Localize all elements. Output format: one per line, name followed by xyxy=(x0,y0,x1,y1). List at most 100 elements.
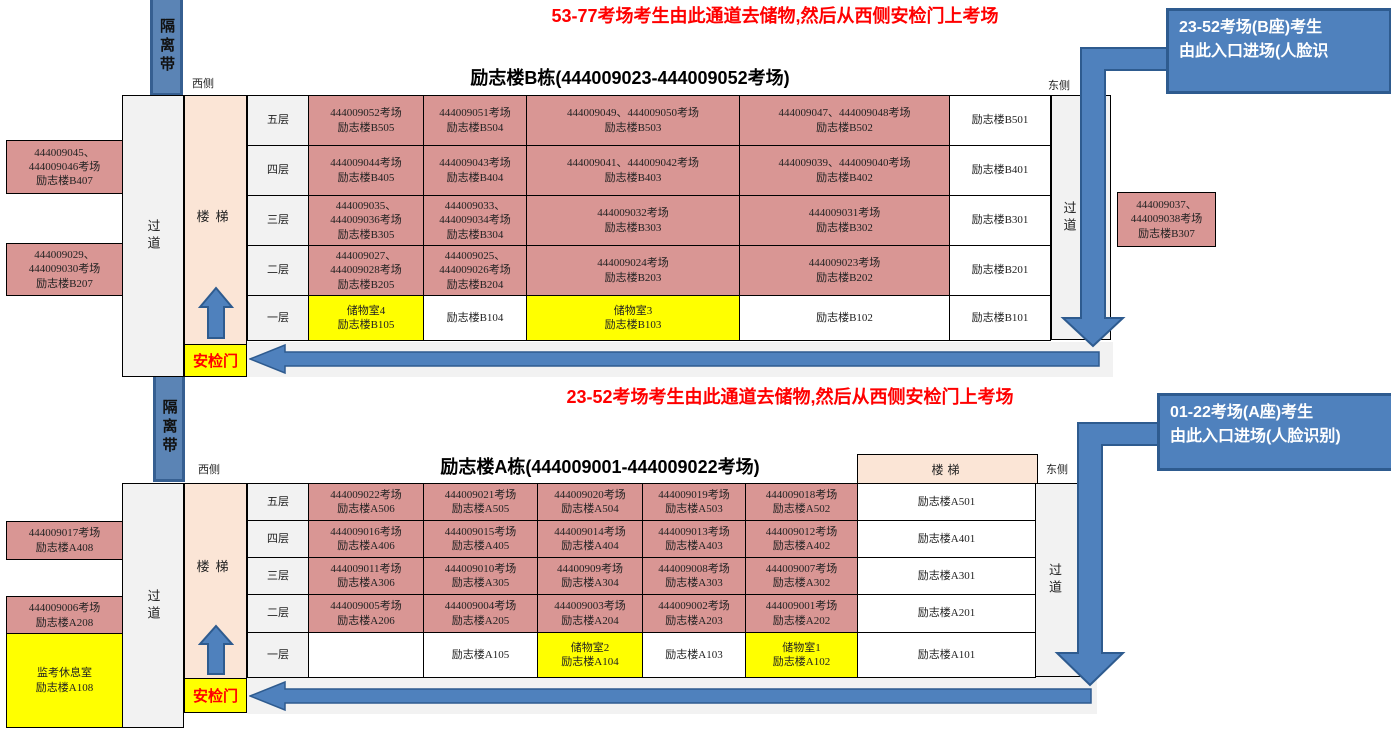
room-cell-line: 444009049、444009050考场 xyxy=(567,107,699,120)
room-cell: 444009004考场 励志楼A205 xyxy=(424,595,537,632)
room-cell-line: 444009020考场 xyxy=(554,488,626,501)
room-cell-line: 444009018考场 xyxy=(765,488,838,501)
room-cell: 444009019考场 励志楼A503 xyxy=(643,484,745,520)
stairs-label-a: 楼梯 xyxy=(196,559,235,574)
room-cell: 励志楼A501 xyxy=(858,484,1035,520)
room-cell-line: 444009028考场 xyxy=(330,264,402,277)
room-box-line: 444009006考场 xyxy=(28,602,101,615)
floor-label: 五层 xyxy=(248,484,308,520)
room-cell-line: 444009034考场 xyxy=(439,214,511,227)
room-cell: 储物室3 励志楼B103 xyxy=(527,296,739,340)
room-cell-line: 励志楼A403 xyxy=(665,540,723,552)
room-cell-line: 444009003考场 xyxy=(554,600,626,613)
room-cell-line: 励志楼B402 xyxy=(816,171,873,184)
room-cell-line: 励志楼B302 xyxy=(816,221,873,234)
security-gate-a: 安检门 xyxy=(184,678,247,713)
room-cell: 444009020考场 励志楼A504 xyxy=(538,484,642,520)
room-cell-line: 444009041、444009042考场 xyxy=(567,157,699,170)
room-cell: 励志楼A101 xyxy=(858,633,1035,677)
room-cell-line: 444009007考场 xyxy=(765,562,838,575)
room-cell-line: 励志楼B204 xyxy=(446,278,504,291)
route-arrow-left-b xyxy=(249,343,1100,375)
room-cell-line: 励志楼B203 xyxy=(604,271,662,284)
room-cell-line: 励志楼A101 xyxy=(917,648,976,661)
room-box-b407: 444009045、 444009046考场 励志楼B407 xyxy=(6,140,123,194)
room-cell: 444009052考场 励志楼B505 xyxy=(309,96,423,145)
room-cell: 储物室4 励志楼B105 xyxy=(309,296,423,340)
room-cell-line: 励志楼A402 xyxy=(772,540,831,552)
room-box-line: 444009029、 xyxy=(34,249,95,262)
room-cell-line: 444009008考场 xyxy=(658,562,730,575)
callout-line: 23-52考场(B座)考生 xyxy=(1179,19,1323,36)
room-cell-line: 励志楼A404 xyxy=(561,540,619,552)
room-cell-line: 励志楼A201 xyxy=(917,607,976,620)
room-cell: 励志楼A201 xyxy=(858,595,1035,632)
room-cell-line: 444009036考场 xyxy=(330,214,402,227)
room-cell-line: 励志楼B502 xyxy=(816,121,873,134)
room-box-line: 励志楼A108 xyxy=(35,681,94,694)
room-cell-line: 励志楼B103 xyxy=(604,319,662,331)
room-cell-line: 励志楼B303 xyxy=(604,221,662,234)
room-cell: 444009047、444009048考场 励志楼B502 xyxy=(740,96,949,145)
room-cell: 444009015考场 励志楼A405 xyxy=(424,521,537,557)
room-cell: 励志楼B501 xyxy=(950,96,1050,145)
route-note-top: 53-77考场考生由此通道去储物,然后从西侧安检门上考场 xyxy=(551,6,999,26)
room-cell-line: 励志楼B202 xyxy=(816,271,873,284)
room-box-b207: 444009029、 444009030考场 励志楼B207 xyxy=(6,243,123,296)
building-b-title: 励志楼B栋(444009023-444009052考场) xyxy=(470,68,790,88)
room-cell-line: 444009005考场 xyxy=(330,600,402,613)
room-cell: 444009018考场 励志楼A502 xyxy=(746,484,857,520)
room-cell-line: 储物室4 xyxy=(346,304,386,317)
barrier-strip-top: 隔离带 xyxy=(150,0,183,96)
room-cell: 44400909考场 励志楼A304 xyxy=(538,558,642,594)
room-cell-line: 励志楼A206 xyxy=(337,614,395,627)
room-cell xyxy=(309,633,423,677)
room-cell-line: 励志楼B503 xyxy=(604,121,662,134)
floor-label: 一层 xyxy=(248,633,308,677)
corridor-left-a: 过道 xyxy=(122,483,184,728)
room-cell-line: 444009014考场 xyxy=(554,525,626,538)
room-cell: 444009011考场 励志楼A306 xyxy=(309,558,423,594)
room-cell-line: 444009015考场 xyxy=(444,525,517,538)
route-note-middle: 23-52考场考生由此通道去储物,然后从西侧安检门上考场 xyxy=(566,387,1014,407)
room-cell-line: 励志楼A406 xyxy=(337,540,395,552)
room-cell-line: 444009051考场 xyxy=(439,107,511,120)
up-arrow-icon-a xyxy=(198,624,234,675)
room-cell-line: 444009039、444009040考场 xyxy=(778,157,911,170)
room-cell-line: 444009026考场 xyxy=(439,264,511,277)
room-cell-line: 励志楼B104 xyxy=(446,311,504,324)
room-cell: 444009007考场 励志楼A302 xyxy=(746,558,857,594)
floor-label: 三层 xyxy=(248,196,308,245)
room-cell-line: 励志楼A301 xyxy=(917,569,976,582)
up-arrow-icon-b xyxy=(198,286,234,339)
room-cell: 励志楼A301 xyxy=(858,558,1035,594)
room-cell-line: 励志楼A202 xyxy=(772,614,831,627)
floor-label: 五层 xyxy=(248,96,308,145)
barrier-strip-middle: 隔离带 xyxy=(153,373,185,482)
stairs-label-b: 楼梯 xyxy=(196,209,235,224)
room-cell-line: 444009027、 xyxy=(335,250,397,263)
room-cell: 444009016考场 励志楼A406 xyxy=(309,521,423,557)
room-cell: 444009043考场 励志楼B404 xyxy=(424,146,526,195)
room-cell-line: 励志楼B501 xyxy=(971,114,1029,127)
room-cell-line: 444009033、 xyxy=(444,200,506,213)
room-cell-line: 励志楼A501 xyxy=(917,495,976,508)
room-cell: 储物室2 励志楼A104 xyxy=(538,633,642,677)
callout-line: 由此入口进场(人脸识别) xyxy=(1170,428,1341,445)
room-cell: 444009032考场 励志楼B303 xyxy=(527,196,739,245)
room-cell: 444009041、444009042考场 励志楼B403 xyxy=(527,146,739,195)
room-cell: 444009003考场 励志楼A204 xyxy=(538,595,642,632)
room-box-line: 励志楼B207 xyxy=(36,277,93,290)
room-cell: 444009023考场 励志楼B202 xyxy=(740,246,949,295)
room-cell-line: 励志楼B305 xyxy=(337,228,395,241)
room-cell: 444009012考场 励志楼A402 xyxy=(746,521,857,557)
floor-label: 二层 xyxy=(248,246,308,295)
stairs-column-a: 楼梯 xyxy=(184,483,247,680)
room-cell-line: 444009011考场 xyxy=(330,562,402,575)
room-box-line: 444009037、 xyxy=(1136,199,1197,212)
east-label-b: 东侧 xyxy=(1048,80,1070,92)
room-cell-line: 励志楼A305 xyxy=(451,577,510,589)
room-cell: 444009031考场 励志楼B302 xyxy=(740,196,949,245)
room-cell-line: 444009010考场 xyxy=(444,562,517,575)
